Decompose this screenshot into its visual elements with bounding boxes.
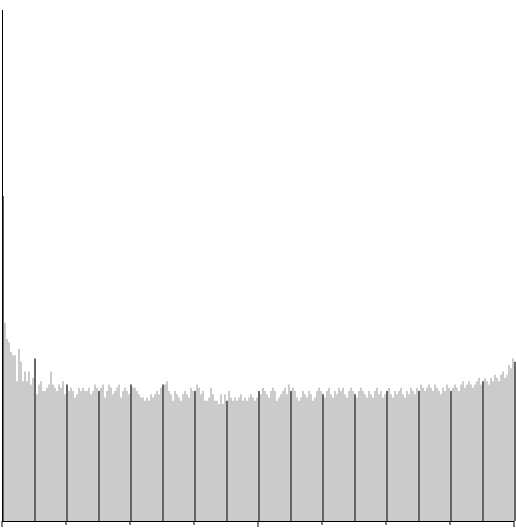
x-ticks-group <box>1 521 515 527</box>
bars-group <box>2 196 516 521</box>
